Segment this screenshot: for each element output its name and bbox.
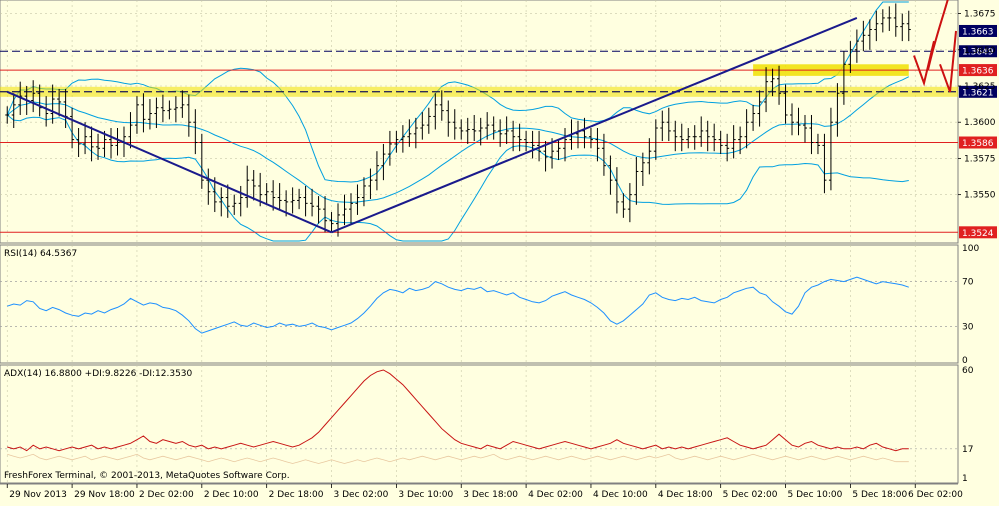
time-tick-label: 3 Dec 18:00 <box>463 490 518 500</box>
bollinger-middle <box>6 76 910 203</box>
time-tick-label: 6 Dec 02:00 <box>908 490 963 500</box>
rsi-tick-label: 100 <box>962 244 979 254</box>
price-tick-label: 1.3650 <box>964 46 996 56</box>
level-label: 1.3649 <box>962 48 994 58</box>
time-tick-label: 5 Dec 18:00 <box>852 490 907 500</box>
time-tick-label: 4 Dec 02:00 <box>528 490 583 500</box>
adx-tick-label: 1 <box>962 474 968 484</box>
time-tick-label: 5 Dec 10:00 <box>788 490 843 500</box>
time-tick-label: 29 Nov 18:00 <box>74 490 135 500</box>
trendline <box>6 90 332 234</box>
level-label: 1.3586 <box>962 139 994 149</box>
level-label: 1.3524 <box>962 229 994 239</box>
rsi-tick-label: 30 <box>962 322 974 332</box>
price-tick-label: 1.3600 <box>964 118 996 128</box>
level-label-box <box>959 85 997 98</box>
adx-title: ADX(14) 16.8800 +DI:9.8226 -DI:12.3530 <box>4 369 193 379</box>
rsi-tick-label: 0 <box>962 356 968 366</box>
level-label: 1.3663 <box>962 27 994 37</box>
rsi-tick-label: 70 <box>962 278 974 288</box>
level-label: 1.3636 <box>962 67 994 77</box>
level-band-yellow <box>0 86 958 97</box>
price-tick-label: 1.3550 <box>964 191 996 201</box>
trendline <box>331 17 858 234</box>
level-label-box <box>959 24 997 37</box>
adx-panel <box>0 364 959 484</box>
time-tick-label: 4 Dec 10:00 <box>593 490 648 500</box>
level-label: 1.3621 <box>962 88 994 98</box>
time-tick-label: 29 Nov 2013 <box>9 490 67 500</box>
adx-line <box>7 369 909 452</box>
time-tick-label: 2 Dec 18:00 <box>269 490 324 500</box>
annotation-arrow <box>913 40 935 87</box>
rsi-panel <box>0 244 959 364</box>
adx-tick-label: 17 <box>962 445 973 455</box>
price-tick-label: 1.3675 <box>964 10 996 20</box>
time-tick-label: 3 Dec 10:00 <box>398 490 453 500</box>
adx-tick-label: 60 <box>962 366 974 376</box>
level-label-box <box>959 136 997 149</box>
copyright-text: FreshForex Terminal, © 2001-2013, MetaQu… <box>4 471 290 481</box>
price-tick-label: 1.3575 <box>964 154 996 164</box>
annotation-arrow <box>939 30 957 93</box>
bollinger-lower <box>6 114 909 242</box>
time-tick-label: 2 Dec 02:00 <box>139 490 194 500</box>
rsi-title: RSI(14) 64.5367 <box>4 249 77 259</box>
rsi-line <box>7 276 909 334</box>
time-tick-label: 3 Dec 02:00 <box>334 490 389 500</box>
time-tick-label: 4 Dec 18:00 <box>658 490 713 500</box>
level-label-box <box>959 64 997 77</box>
adx-di-line <box>7 453 909 464</box>
time-tick-label: 2 Dec 10:00 <box>204 490 259 500</box>
price-tick-label: 1.3625 <box>964 82 996 92</box>
level-label-box <box>959 45 997 58</box>
time-tick-label: 5 Dec 02:00 <box>723 490 778 500</box>
level-label-box <box>959 226 997 239</box>
